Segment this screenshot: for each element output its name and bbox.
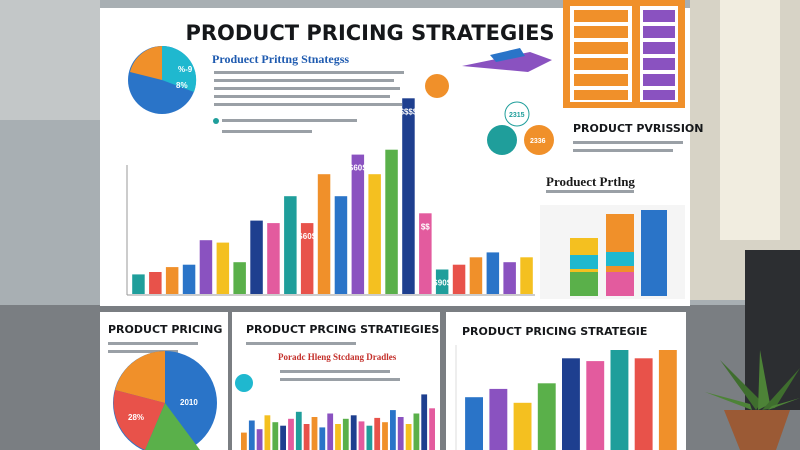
- chart-bar: [149, 272, 162, 294]
- chart-bar: [295, 411, 302, 450]
- chart-bar: [610, 350, 629, 450]
- chart-bar: [327, 413, 334, 450]
- chart-bar: [382, 422, 388, 450]
- chart-bar: [317, 174, 331, 294]
- chart-bar: [405, 424, 412, 450]
- chart-bar: [413, 413, 420, 450]
- chart-bar: [334, 196, 348, 294]
- office-chair: [745, 250, 800, 410]
- plant: [705, 350, 800, 450]
- chart-bar: [319, 427, 326, 450]
- chart-bar: [233, 262, 246, 294]
- bubble-icon: [425, 74, 449, 98]
- background-wall: [0, 0, 100, 120]
- poster-title: PRODUCT PRICING STRATEGIES: [185, 21, 554, 45]
- panel-right-title: PRODUCT PRICING STRATEGIE: [462, 325, 647, 338]
- chart-bar: [342, 418, 349, 450]
- arrow-icon: [490, 48, 525, 62]
- bubble-icon: [235, 374, 253, 392]
- chart-bar: [300, 223, 314, 294]
- poster-stacked-block: [563, 0, 685, 108]
- panel-left-title: PRODUCT PRICING: [108, 323, 222, 336]
- chart-bar: [503, 262, 516, 294]
- pie-label: %-9: [178, 65, 193, 74]
- chart-bar: [374, 417, 381, 450]
- window-glare: [720, 0, 780, 240]
- chart-bar: [264, 415, 271, 450]
- chart-bar: [350, 415, 357, 450]
- chart-bar: [419, 213, 432, 294]
- bubble-icon: [524, 125, 554, 155]
- chart-bar: [358, 421, 365, 450]
- bubble-label: 2336: [530, 138, 546, 145]
- chart-bar: [402, 98, 415, 294]
- chart-bar: [311, 417, 318, 450]
- bar-label: S60S: [348, 164, 368, 173]
- chart-bar: [199, 240, 213, 294]
- arrow-icon: [462, 52, 552, 72]
- panel-mid-title: PRODUCT PRCING STRATIEGIES: [246, 323, 439, 336]
- chart-bar: [241, 432, 247, 450]
- chart-bar: [351, 154, 365, 294]
- chart-bar: [303, 424, 310, 450]
- bar-label: S60S: [297, 232, 317, 241]
- poster-pie-chart: %-9 8%: [128, 45, 197, 114]
- bar-label: $$: [421, 222, 430, 231]
- chart-bar: [385, 149, 398, 294]
- panel-mid-bar-chart: [241, 394, 435, 450]
- chart-bar: [429, 408, 435, 450]
- chart-bar: [165, 267, 179, 294]
- bar-label: S90S: [432, 279, 452, 288]
- chart-bar: [562, 358, 580, 450]
- chart-bar: [256, 429, 263, 450]
- chart-bar: [520, 257, 533, 294]
- side-title: PRODUCT PVRISSION: [573, 122, 704, 135]
- chart-bar: [132, 274, 145, 294]
- chart-bar: [469, 257, 483, 294]
- chart-bar: [248, 420, 255, 450]
- chart-bar: [284, 196, 297, 294]
- chart-bar: [182, 264, 196, 294]
- chart-bar: [335, 424, 341, 450]
- chart-bar: [288, 418, 294, 450]
- bubble-icon: [504, 101, 530, 127]
- chart-bar: [368, 174, 381, 294]
- pie-label: 28%: [128, 413, 144, 422]
- pie-label: 2010: [180, 398, 198, 407]
- panel-right-bar-chart: [455, 345, 677, 450]
- chart-bar: [435, 269, 449, 294]
- bubble-label: 2315: [509, 112, 525, 119]
- panel-left-pie-chart: 2010 28%: [113, 351, 217, 450]
- poster-subtitle: Produect Prittng Stnategss: [212, 52, 349, 66]
- chart-bar: [658, 350, 677, 450]
- chart-bar: [537, 383, 556, 450]
- chart-bar: [452, 264, 466, 294]
- bubble-icon: [487, 125, 517, 155]
- chart-bar: [250, 220, 263, 294]
- chart-bar: [421, 394, 428, 450]
- chart-bar: [513, 402, 532, 450]
- chart-bar: [216, 242, 230, 294]
- chart-bar: [486, 252, 500, 294]
- chart-bar: [280, 425, 286, 450]
- chart-bar: [366, 425, 373, 450]
- chart-bar: [390, 410, 396, 450]
- side-subtitle: Produect Prtlng: [546, 174, 635, 189]
- pie-label: 8%: [176, 81, 188, 90]
- bar-label: $$$$: [400, 107, 418, 116]
- chart-bar: [267, 223, 280, 294]
- chart-bar: [489, 388, 508, 450]
- chart-bar: [465, 397, 483, 450]
- chart-bar: [586, 361, 605, 450]
- chart-bar: [397, 417, 404, 450]
- side-stacked-chart: [540, 205, 685, 299]
- panel-mid-subtitle: Poradc Hleng Stcdang Dradles: [278, 352, 397, 362]
- poster-text-block: [213, 71, 404, 133]
- chart-bar: [272, 422, 279, 450]
- chart-bar: [634, 358, 653, 450]
